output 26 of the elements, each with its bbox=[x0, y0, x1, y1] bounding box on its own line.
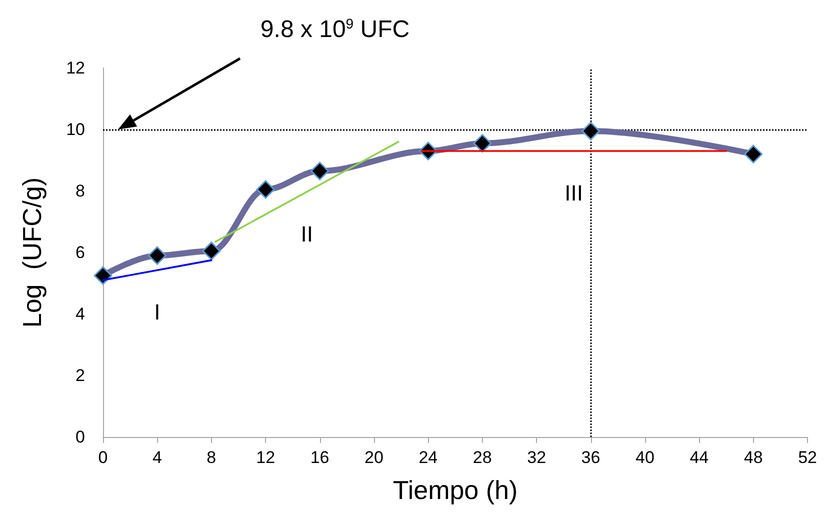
y-tick-label: 12 bbox=[66, 58, 85, 78]
y-axis-title: Log (UFC/g) bbox=[17, 177, 47, 328]
x-tick-label: 24 bbox=[418, 448, 438, 467]
x-tick-label: 8 bbox=[206, 448, 216, 467]
y-tick-label: 6 bbox=[76, 243, 85, 262]
x-axis-title: Tiempo (h) bbox=[392, 475, 518, 505]
series-label: III bbox=[564, 180, 583, 206]
x-tick-label: 12 bbox=[256, 448, 276, 467]
series-label: II bbox=[300, 221, 314, 246]
x-tick-label: 36 bbox=[581, 448, 600, 467]
x-tick-label: 0 bbox=[98, 448, 108, 467]
x-tick-label: 32 bbox=[527, 448, 546, 467]
y-tick-label: 10 bbox=[66, 120, 85, 139]
x-tick-label: 4 bbox=[152, 448, 162, 467]
x-tick-label: 48 bbox=[744, 448, 763, 467]
x-tick-label: 20 bbox=[364, 448, 384, 467]
y-tick-label: 8 bbox=[76, 182, 85, 200]
x-tick-label: 52 bbox=[798, 448, 818, 467]
x-tick-label: 44 bbox=[690, 448, 709, 467]
y-tick-label: 0 bbox=[76, 428, 85, 446]
x-tick-label: 16 bbox=[310, 448, 330, 467]
y-tick-label: 2 bbox=[76, 366, 85, 385]
series-label: I bbox=[154, 300, 160, 325]
x-tick-label: 28 bbox=[472, 448, 492, 467]
y-tick-label: 4 bbox=[76, 304, 85, 324]
x-tick-label: 40 bbox=[635, 448, 654, 467]
